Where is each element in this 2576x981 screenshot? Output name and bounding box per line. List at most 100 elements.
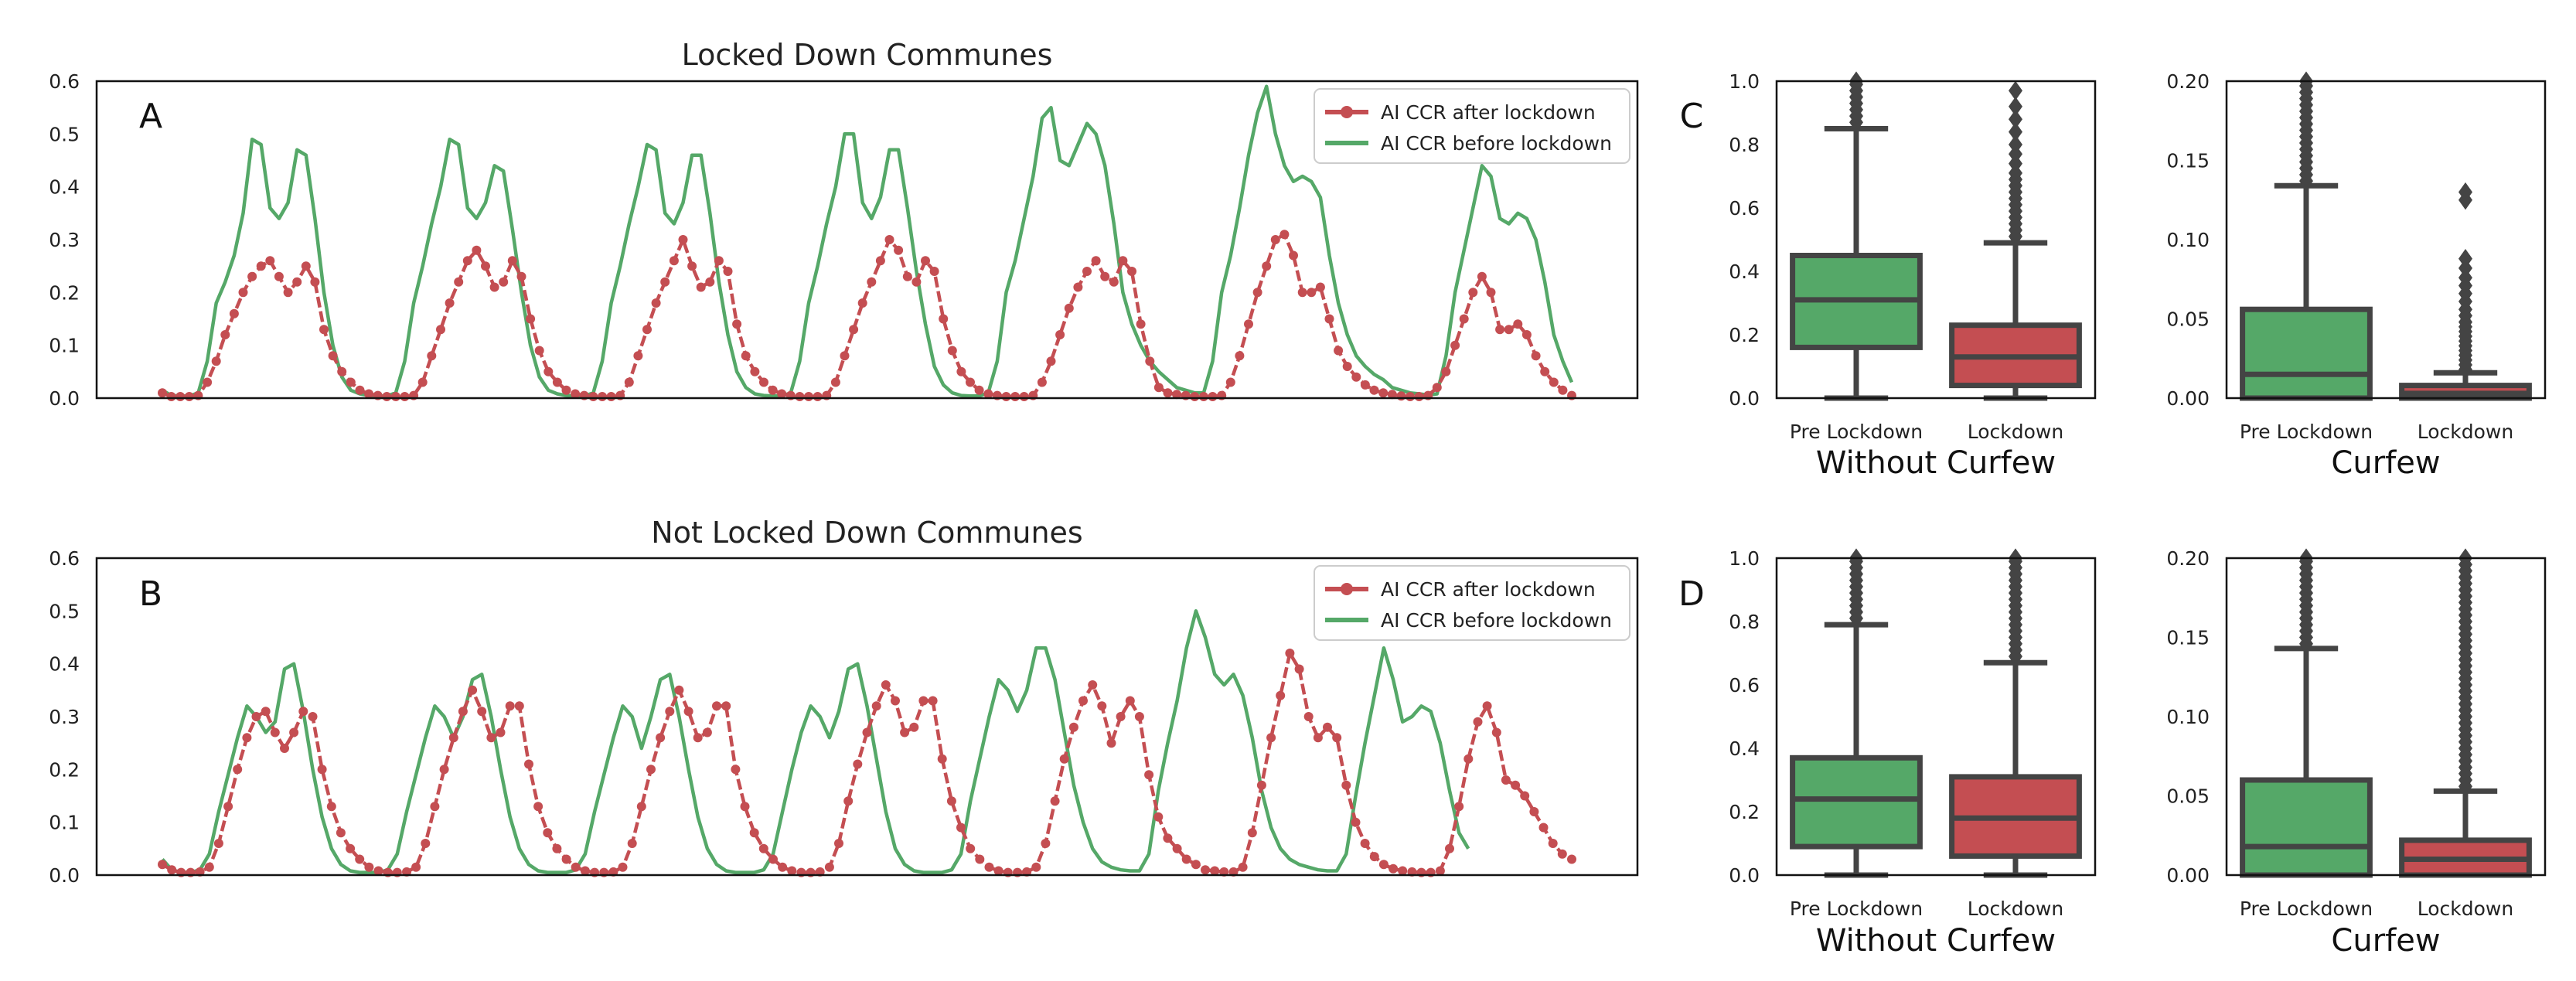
data-point xyxy=(220,330,230,339)
y-tick-label: 0.4 xyxy=(49,176,80,199)
data-point xyxy=(1153,812,1164,822)
data-point xyxy=(830,377,840,387)
data-point xyxy=(1504,325,1514,335)
data-point xyxy=(1118,256,1128,266)
data-point xyxy=(1501,775,1511,785)
y-tick-label: 1.0 xyxy=(1729,70,1760,93)
data-point xyxy=(580,866,590,876)
data-point xyxy=(400,392,410,401)
series-line-before-lockdown xyxy=(161,84,1574,398)
data-point xyxy=(167,865,177,875)
data-point xyxy=(1520,791,1530,801)
data-point xyxy=(301,261,311,271)
data-point xyxy=(1341,780,1351,790)
data-point xyxy=(213,839,223,848)
data-point xyxy=(768,385,778,395)
y-tick-label: 0.3 xyxy=(49,229,80,251)
box-lockdown xyxy=(1949,80,2082,401)
data-point xyxy=(270,727,280,737)
data-point xyxy=(840,351,850,361)
data-point xyxy=(778,862,788,872)
data-point xyxy=(430,802,440,812)
chart-title: Locked Down Communes xyxy=(682,38,1053,72)
data-point xyxy=(824,862,834,872)
data-point xyxy=(514,701,524,711)
data-point xyxy=(346,377,356,387)
data-point xyxy=(1513,319,1523,329)
data-point xyxy=(606,392,616,401)
data-point xyxy=(326,802,336,812)
y-tick-label: 0.05 xyxy=(2166,785,2210,808)
data-point xyxy=(382,392,392,401)
data-point xyxy=(1540,366,1550,376)
data-point xyxy=(390,392,400,401)
data-point xyxy=(918,696,929,706)
data-point xyxy=(261,707,271,717)
data-point xyxy=(1031,862,1041,872)
data-point xyxy=(1046,356,1056,366)
data-point xyxy=(1172,843,1182,853)
data-point xyxy=(1059,754,1069,764)
data-point xyxy=(618,862,628,872)
x-tick-label: Lockdown xyxy=(2418,898,2513,920)
data-point xyxy=(427,351,437,361)
y-tick-label: 0.6 xyxy=(49,547,80,570)
data-point xyxy=(660,277,670,287)
legend-marker-after xyxy=(1341,583,1353,595)
data-point xyxy=(884,235,894,244)
data-point xyxy=(693,733,703,743)
data-point xyxy=(336,828,346,838)
data-point xyxy=(1334,346,1344,356)
data-point xyxy=(947,346,957,356)
data-point xyxy=(1097,701,1107,711)
data-point xyxy=(1548,839,1558,848)
data-point xyxy=(1557,849,1567,859)
box-lockdown xyxy=(2399,548,2532,878)
data-point xyxy=(1010,392,1021,401)
data-point xyxy=(984,862,994,872)
data-point xyxy=(624,377,634,387)
data-point xyxy=(319,325,329,335)
y-tick-label: 0.5 xyxy=(49,600,80,622)
data-point xyxy=(468,685,478,695)
panel-letter: C xyxy=(1680,97,1704,136)
data-point xyxy=(1396,391,1406,401)
x-tick-label: Lockdown xyxy=(1968,898,2063,920)
data-point xyxy=(929,267,939,276)
data-point xyxy=(256,261,266,271)
x-axis-label: Curfew xyxy=(2331,445,2440,481)
data-point xyxy=(1256,780,1266,790)
data-point xyxy=(308,712,318,721)
data-point xyxy=(223,802,233,812)
data-point xyxy=(507,256,517,266)
data-point xyxy=(939,314,949,324)
data-point xyxy=(1491,727,1501,737)
data-point xyxy=(489,282,499,292)
data-point xyxy=(1398,866,1408,876)
data-point xyxy=(1127,267,1136,276)
panel-D_without: 0.0 0.2 0.4 0.6 0.8 1.0 D Pre Lockdown Lockdown W… xyxy=(1678,547,2097,959)
data-point xyxy=(417,377,428,387)
data-point xyxy=(1369,385,1379,395)
data-point xyxy=(894,245,904,255)
plot-frame xyxy=(95,557,1639,877)
y-tick-label: 0.4 xyxy=(1729,737,1760,760)
data-point xyxy=(721,701,731,711)
y-tick-label: 0.4 xyxy=(1729,261,1760,283)
data-point xyxy=(1198,392,1208,401)
x-axis-label: Without Curfew xyxy=(1816,445,2056,481)
data-point xyxy=(421,839,431,848)
data-point xyxy=(1477,271,1487,281)
data-point xyxy=(974,385,984,395)
data-point xyxy=(1019,392,1029,401)
iqr-box xyxy=(2240,777,2373,878)
data-point xyxy=(1450,340,1460,350)
data-point xyxy=(853,759,863,769)
data-point xyxy=(571,862,581,872)
data-point xyxy=(1244,319,1253,329)
data-point xyxy=(166,392,176,401)
y-tick-label: 0.0 xyxy=(1729,864,1760,887)
data-point xyxy=(486,733,496,743)
y-tick-label: 0.3 xyxy=(49,706,80,728)
